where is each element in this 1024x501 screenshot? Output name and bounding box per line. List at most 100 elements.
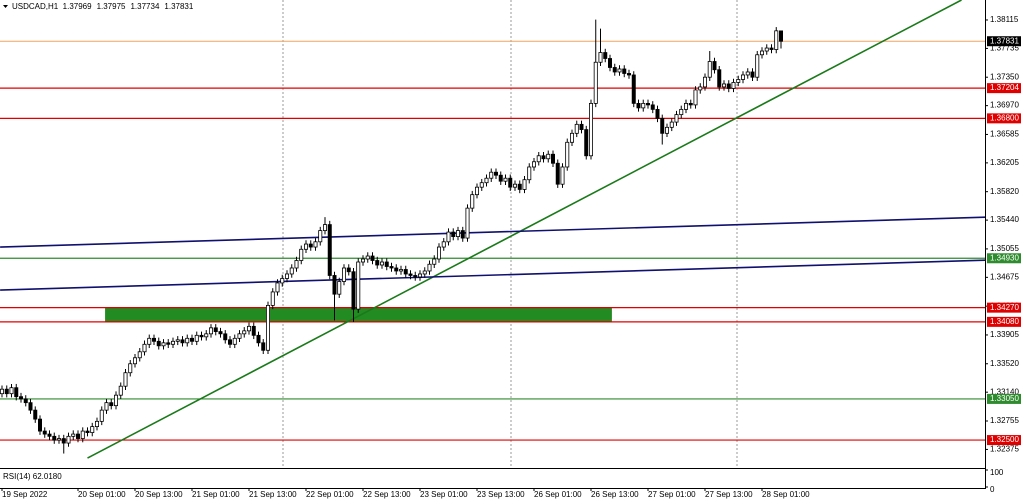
x-tick-label: 22 Sep 13:00 (363, 490, 411, 499)
candle-body (104, 402, 109, 411)
candle-body (351, 271, 356, 310)
candle-body (608, 58, 613, 68)
candle-body (294, 260, 299, 269)
candle-body (246, 325, 251, 332)
menu-arrow[interactable] (3, 5, 8, 8)
candle-body (33, 409, 38, 420)
level-tag (987, 113, 1021, 124)
candle-body (774, 30, 779, 50)
candle-body (156, 340, 161, 347)
candle-body (398, 269, 403, 272)
candle-body (451, 231, 456, 237)
candle-body (80, 430, 85, 439)
candle-body (755, 54, 760, 78)
candle-body (346, 267, 351, 273)
candle-body (650, 104, 655, 110)
candle-body (142, 343, 147, 353)
candle-body (251, 325, 256, 336)
candle-body (688, 102, 693, 106)
candle-body (736, 79, 741, 83)
candle-body (460, 230, 465, 239)
header-open: 1.37969 (63, 2, 92, 11)
level-tag (987, 302, 1021, 313)
candle-body (470, 194, 475, 209)
candle-body (722, 83, 727, 88)
candle-body (99, 409, 104, 422)
candle-body (741, 74, 746, 80)
x-tick-label: 21 Sep 01:00 (192, 490, 240, 499)
candle-body (280, 278, 285, 284)
chart-header: USDCAD,H1 1.37969 1.37975 1.37734 1.37831 (12, 2, 194, 11)
candle-body (204, 333, 209, 338)
x-tick-label: 23 Sep 13:00 (477, 490, 525, 499)
candle-body (389, 266, 394, 269)
candle-body (365, 255, 370, 260)
candle-body (118, 385, 123, 396)
candle-body (717, 69, 722, 88)
candle-body (370, 255, 375, 261)
candle-body (584, 129, 589, 157)
y-tick-label: 1.36205 (990, 158, 1019, 167)
candle-body (769, 47, 774, 50)
candle-body (265, 304, 270, 351)
candle-body (166, 342, 171, 345)
candle-body (327, 224, 332, 276)
candle-body (522, 179, 527, 190)
candle-body (137, 351, 142, 359)
candle-body (18, 396, 23, 400)
candle-body (779, 30, 784, 42)
header-high: 1.37975 (97, 2, 126, 11)
x-tick-label: 28 Sep 01:00 (762, 490, 810, 499)
candle-body (208, 327, 213, 335)
y-tick-label: 1.36585 (990, 130, 1019, 139)
zone (105, 307, 612, 322)
x-tick-label: 22 Sep 01:00 (306, 490, 354, 499)
candle-body (627, 73, 632, 76)
level-tag-label: 1.33050 (990, 394, 1019, 403)
candle-body (598, 52, 603, 63)
candle-body (612, 67, 617, 73)
candle-body (498, 174, 503, 182)
candle-body (589, 102, 594, 157)
level-tag-label: 1.32500 (990, 435, 1019, 444)
candle-body (674, 114, 679, 123)
header-low: 1.37734 (130, 2, 159, 11)
candle-body (750, 71, 755, 78)
candle-body (436, 246, 441, 260)
plot-area (0, 0, 985, 459)
x-tick-label: 21 Sep 13:00 (249, 490, 297, 499)
candle-body (4, 388, 9, 395)
candle-body (218, 331, 223, 335)
candle-body (275, 282, 280, 293)
candle-body (128, 363, 133, 374)
candle-body (446, 231, 451, 243)
candle-body (151, 337, 156, 342)
symbol: USDCAD,H1 (12, 2, 59, 11)
candle-body (660, 117, 665, 134)
candle-body (479, 182, 484, 188)
candle-body (603, 52, 608, 59)
candle-body (199, 334, 204, 338)
candle-body (256, 334, 261, 344)
candle-body (185, 337, 190, 344)
candle-body (726, 83, 731, 89)
candle-body (337, 281, 342, 295)
candle-body (764, 47, 769, 52)
candle-body (532, 161, 537, 168)
candle-body (413, 275, 418, 278)
y-tick-label: 1.34675 (990, 272, 1019, 281)
candle-body (731, 82, 736, 89)
candle-body (223, 333, 228, 341)
header-close: 1.37831 (164, 2, 193, 11)
candle-body (132, 357, 137, 365)
candle-body (308, 243, 313, 248)
candle-body (417, 273, 422, 278)
trendline (0, 216, 985, 248)
candle-body (170, 340, 175, 345)
candle-body (38, 418, 43, 432)
candle-body (546, 153, 551, 160)
trendline (87, 0, 962, 459)
candle-body (574, 123, 579, 134)
candle-body (541, 155, 546, 160)
